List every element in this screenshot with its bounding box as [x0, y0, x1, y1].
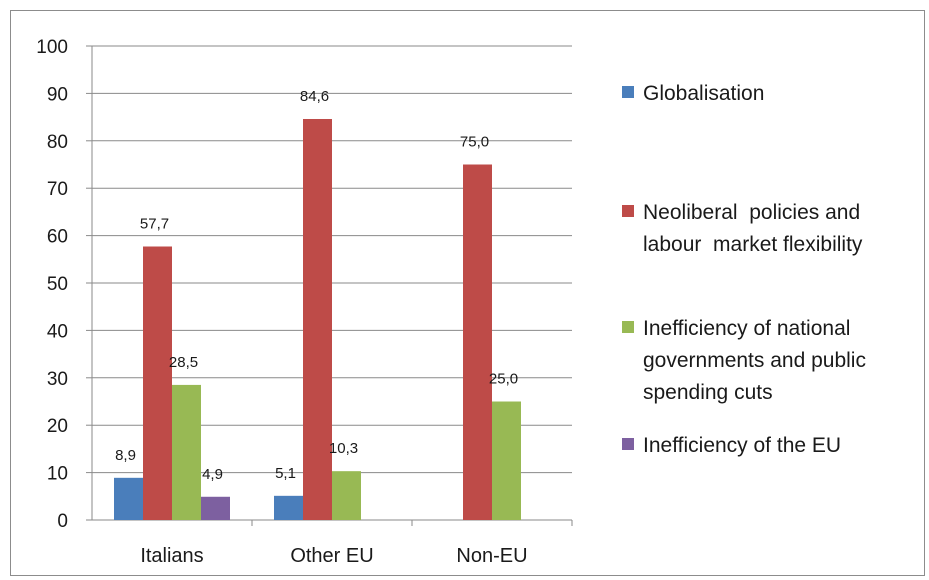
bar [172, 384, 201, 520]
legend-swatch-icon [622, 205, 634, 217]
chart-legend: Globalisation Neoliberal policies and la… [622, 0, 922, 580]
data-label: 84,6 [300, 88, 329, 105]
y-tick-label: 0 [57, 511, 68, 532]
bar [143, 246, 172, 520]
bar [274, 495, 303, 520]
bar [463, 164, 492, 520]
data-label: 8,9 [115, 447, 136, 464]
bar [332, 471, 361, 520]
bar [303, 118, 332, 520]
legend-swatch-icon [622, 321, 634, 333]
data-label: 10,3 [329, 440, 358, 457]
y-tick-label: 80 [47, 132, 68, 153]
x-tick-label: Italians [140, 545, 203, 567]
y-tick-label: 70 [47, 179, 68, 200]
x-tick-label: Other EU [290, 545, 373, 567]
data-label: 28,5 [169, 354, 198, 371]
data-label: 25,0 [489, 371, 518, 388]
y-tick-label: 60 [47, 227, 68, 248]
y-tick-label: 30 [47, 369, 68, 390]
bar [201, 496, 230, 520]
legend-label: Globalisation [643, 82, 765, 105]
x-tick-label: Non-EU [456, 545, 527, 567]
data-label: 5,1 [275, 465, 296, 482]
legend-swatch-icon [622, 438, 634, 450]
bar [492, 401, 521, 520]
legend-label: Inefficiency of national governments and… [643, 317, 866, 404]
bar [114, 477, 143, 520]
y-tick-label: 20 [47, 416, 68, 437]
y-tick-label: 50 [47, 274, 68, 295]
y-tick-label: 10 [47, 464, 68, 485]
y-tick-label: 100 [36, 37, 68, 58]
legend-label: Inefficiency of the EU [643, 434, 842, 457]
data-label: 75,0 [460, 134, 489, 151]
data-label: 57,7 [140, 216, 169, 233]
data-label: 4,9 [202, 466, 223, 483]
y-tick-label: 40 [47, 321, 68, 342]
legend-swatch-icon [622, 86, 634, 98]
y-tick-label: 90 [47, 84, 68, 105]
legend-label: Neoliberal policies and labour market fl… [643, 201, 866, 256]
